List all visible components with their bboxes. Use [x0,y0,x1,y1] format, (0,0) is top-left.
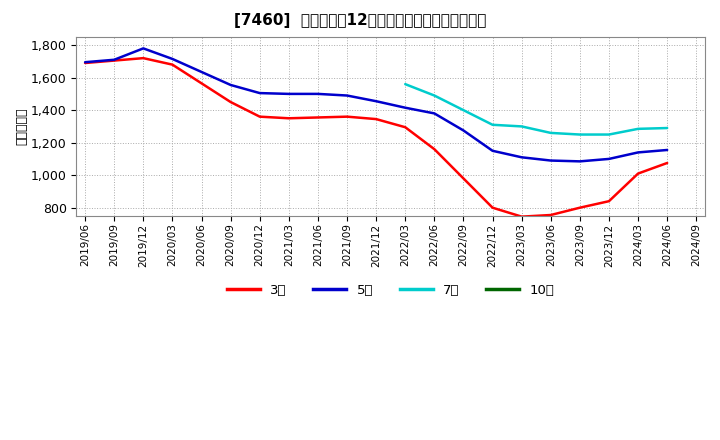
5年 [459,128,468,133]
5年 [372,99,380,104]
Line: 7年: 7年 [405,84,667,135]
7年 [488,122,497,128]
5年 [139,46,148,51]
7年 [546,130,555,136]
5年 [605,156,613,161]
Legend: 3年, 5年, 7年, 10年: 3年, 5年, 7年, 10年 [222,279,560,302]
3年 [81,60,89,66]
7年 [663,125,672,131]
3年 [663,160,672,165]
5年 [284,91,293,96]
3年 [110,58,119,63]
5年 [81,59,89,65]
7年 [575,132,584,137]
3年 [546,213,555,218]
5年 [168,56,176,62]
3年 [634,171,642,176]
5年 [430,111,438,116]
Text: [7460]  当期純利益12か月移動合計の平均値の推移: [7460] 当期純利益12か月移動合計の平均値の推移 [234,13,486,28]
5年 [110,57,119,62]
7年 [518,124,526,129]
3年 [343,114,351,119]
3年 [139,55,148,61]
3年 [314,115,323,120]
Line: 3年: 3年 [85,58,667,216]
3年 [605,198,613,204]
3年 [284,116,293,121]
5年 [401,105,410,110]
5年 [226,82,235,88]
7年 [459,107,468,113]
3年 [372,117,380,122]
Line: 5年: 5年 [85,48,667,161]
7年 [430,93,438,98]
3年 [488,205,497,210]
3年 [197,81,206,86]
3年 [226,99,235,105]
5年 [575,159,584,164]
5年 [546,158,555,163]
3年 [401,125,410,130]
3年 [168,62,176,67]
3年 [459,176,468,181]
5年 [488,148,497,154]
3年 [518,214,526,219]
5年 [663,147,672,153]
3年 [430,147,438,152]
3年 [256,114,264,119]
7年 [605,132,613,137]
5年 [343,93,351,98]
7年 [401,81,410,87]
5年 [518,154,526,160]
Y-axis label: （百万円）: （百万円） [15,108,28,145]
5年 [256,91,264,96]
7年 [634,126,642,132]
5年 [197,70,206,75]
3年 [575,205,584,210]
5年 [314,91,323,96]
5年 [634,150,642,155]
